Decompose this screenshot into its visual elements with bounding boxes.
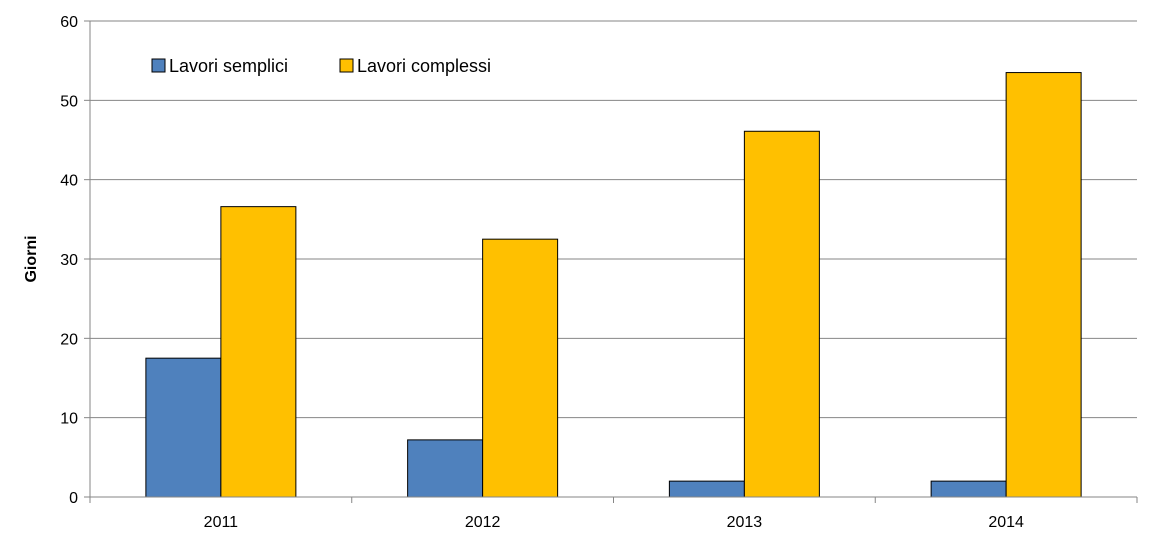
y-tick-label: 40 (60, 173, 78, 190)
legend: Lavori semplici Lavori complessi (151, 56, 491, 76)
x-tick-label: 2014 (988, 514, 1024, 531)
legend-label: Lavori complessi (357, 56, 491, 76)
y-tick-labels: 0 10 20 30 40 50 60 (60, 14, 78, 507)
y-axis-title: Giorni (23, 235, 40, 282)
y-tick-label: 20 (60, 331, 78, 348)
x-tick-labels: 2011 2012 2013 2014 (204, 514, 1024, 531)
bar-lavori-semplici-2014 (930, 480, 1007, 498)
legend-swatch-lavori-semplici (151, 58, 166, 73)
y-tick-label: 0 (69, 490, 78, 507)
axes-group (84, 20, 1138, 503)
y-tick-label: 30 (60, 252, 78, 269)
bar-lavori-semplici-2013 (668, 480, 745, 498)
bar-lavori-complessi-2011 (220, 206, 297, 498)
legend-label: Lavori semplici (169, 56, 288, 76)
y-tick-label: 60 (60, 14, 78, 31)
bar-lavori-semplici-2012 (407, 439, 484, 498)
bars-group (145, 72, 1082, 498)
y-tick-label: 10 (60, 411, 78, 428)
x-tick-label: 2013 (727, 514, 763, 531)
legend-swatch-lavori-complessi (339, 58, 354, 73)
bar-lavori-complessi-2013 (743, 130, 820, 498)
bar-lavori-complessi-2012 (482, 238, 559, 498)
bar-lavori-semplici-2011 (145, 357, 222, 498)
bar-lavori-complessi-2014 (1005, 72, 1082, 498)
x-tick-label: 2012 (465, 514, 501, 531)
x-tick-label: 2011 (204, 514, 239, 531)
y-tick-label: 50 (60, 93, 78, 110)
